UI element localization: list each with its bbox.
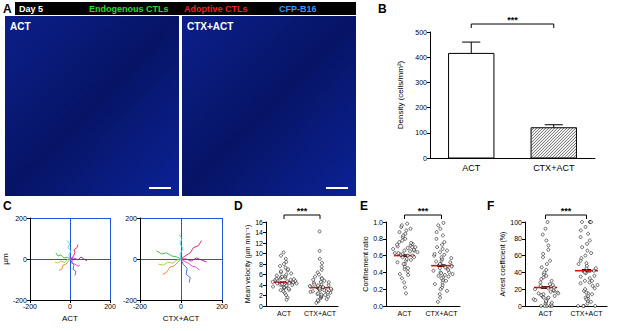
svg-text:0.4: 0.4 bbox=[373, 269, 383, 276]
svg-text:A: A bbox=[3, 2, 12, 16]
svg-text:80: 80 bbox=[514, 235, 522, 242]
svg-text:µm: µm bbox=[1, 253, 10, 265]
svg-text:0.6: 0.6 bbox=[373, 252, 383, 259]
svg-text:16: 16 bbox=[255, 219, 263, 226]
svg-text:CTX+ACT: CTX+ACT bbox=[187, 21, 233, 32]
svg-text:0: 0 bbox=[23, 256, 27, 263]
svg-text:D: D bbox=[234, 199, 243, 213]
svg-text:C: C bbox=[3, 199, 12, 213]
svg-text:CTX+ACT: CTX+ACT bbox=[163, 314, 200, 323]
svg-text:60: 60 bbox=[514, 252, 522, 259]
svg-text:ACT: ACT bbox=[10, 21, 31, 32]
svg-text:500: 500 bbox=[415, 29, 427, 36]
svg-text:-200: -200 bbox=[133, 303, 147, 310]
svg-text:200: 200 bbox=[104, 303, 116, 310]
svg-text:-200: -200 bbox=[23, 303, 37, 310]
svg-text:20: 20 bbox=[514, 286, 522, 293]
svg-text:ACT: ACT bbox=[62, 314, 78, 323]
svg-text:ACT: ACT bbox=[539, 310, 554, 317]
svg-text:0.8: 0.8 bbox=[373, 235, 383, 242]
svg-text:10: 10 bbox=[255, 250, 263, 257]
svg-text:40: 40 bbox=[514, 269, 522, 276]
svg-text:12: 12 bbox=[255, 240, 263, 247]
svg-text:ACT: ACT bbox=[398, 310, 413, 317]
svg-text:100: 100 bbox=[510, 219, 522, 226]
svg-text:Arrest coefficient (%): Arrest coefficient (%) bbox=[499, 232, 507, 297]
svg-text:B: B bbox=[378, 2, 387, 16]
svg-text:0: 0 bbox=[518, 303, 522, 310]
svg-text:CTX+ACT: CTX+ACT bbox=[570, 310, 603, 317]
svg-text:0: 0 bbox=[133, 256, 137, 263]
svg-text:1.0: 1.0 bbox=[373, 219, 383, 226]
svg-text:Density (cells/mm²): Density (cells/mm²) bbox=[396, 60, 405, 129]
svg-text:0.0: 0.0 bbox=[373, 303, 383, 310]
svg-text:ACT: ACT bbox=[462, 163, 481, 173]
svg-text:***: *** bbox=[418, 206, 429, 216]
svg-text:-200: -200 bbox=[12, 296, 27, 304]
svg-text:E: E bbox=[360, 199, 368, 213]
svg-text:Endogenous CTLs: Endogenous CTLs bbox=[89, 4, 169, 14]
svg-text:CTX+ACT: CTX+ACT bbox=[533, 163, 575, 173]
svg-text:***: *** bbox=[297, 206, 308, 216]
svg-text:ACT: ACT bbox=[277, 310, 292, 317]
svg-text:2: 2 bbox=[259, 292, 263, 299]
svg-text:0: 0 bbox=[179, 303, 183, 310]
svg-text:Day 5: Day 5 bbox=[19, 4, 43, 14]
svg-text:6: 6 bbox=[259, 271, 263, 278]
svg-text:200: 200 bbox=[125, 215, 137, 222]
svg-text:0: 0 bbox=[68, 303, 72, 310]
svg-text:-200: -200 bbox=[123, 296, 137, 304]
svg-text:200: 200 bbox=[415, 104, 427, 111]
svg-text:4: 4 bbox=[259, 282, 263, 289]
svg-text:F: F bbox=[487, 199, 494, 213]
svg-text:0: 0 bbox=[423, 155, 427, 162]
svg-text:200: 200 bbox=[216, 303, 228, 310]
svg-text:100: 100 bbox=[415, 129, 427, 136]
svg-text:0: 0 bbox=[259, 303, 263, 310]
svg-text:14: 14 bbox=[255, 229, 263, 236]
svg-text:***: *** bbox=[561, 206, 572, 216]
svg-text:300: 300 bbox=[415, 79, 427, 86]
svg-text:***: *** bbox=[507, 15, 518, 25]
svg-text:200: 200 bbox=[15, 215, 27, 222]
svg-text:8: 8 bbox=[259, 261, 263, 268]
svg-text:0.2: 0.2 bbox=[373, 286, 383, 293]
svg-text:400: 400 bbox=[415, 54, 427, 61]
svg-text:Adoptive CTLs: Adoptive CTLs bbox=[184, 4, 248, 14]
svg-text:Mean velocity (µm min⁻¹): Mean velocity (µm min⁻¹) bbox=[244, 225, 252, 304]
svg-text:CTX+ACT: CTX+ACT bbox=[425, 310, 458, 317]
svg-text:CTX+ACT: CTX+ACT bbox=[304, 310, 337, 317]
svg-text:CFP-B16: CFP-B16 bbox=[279, 4, 317, 14]
svg-text:Confinement ratio: Confinement ratio bbox=[362, 236, 369, 291]
